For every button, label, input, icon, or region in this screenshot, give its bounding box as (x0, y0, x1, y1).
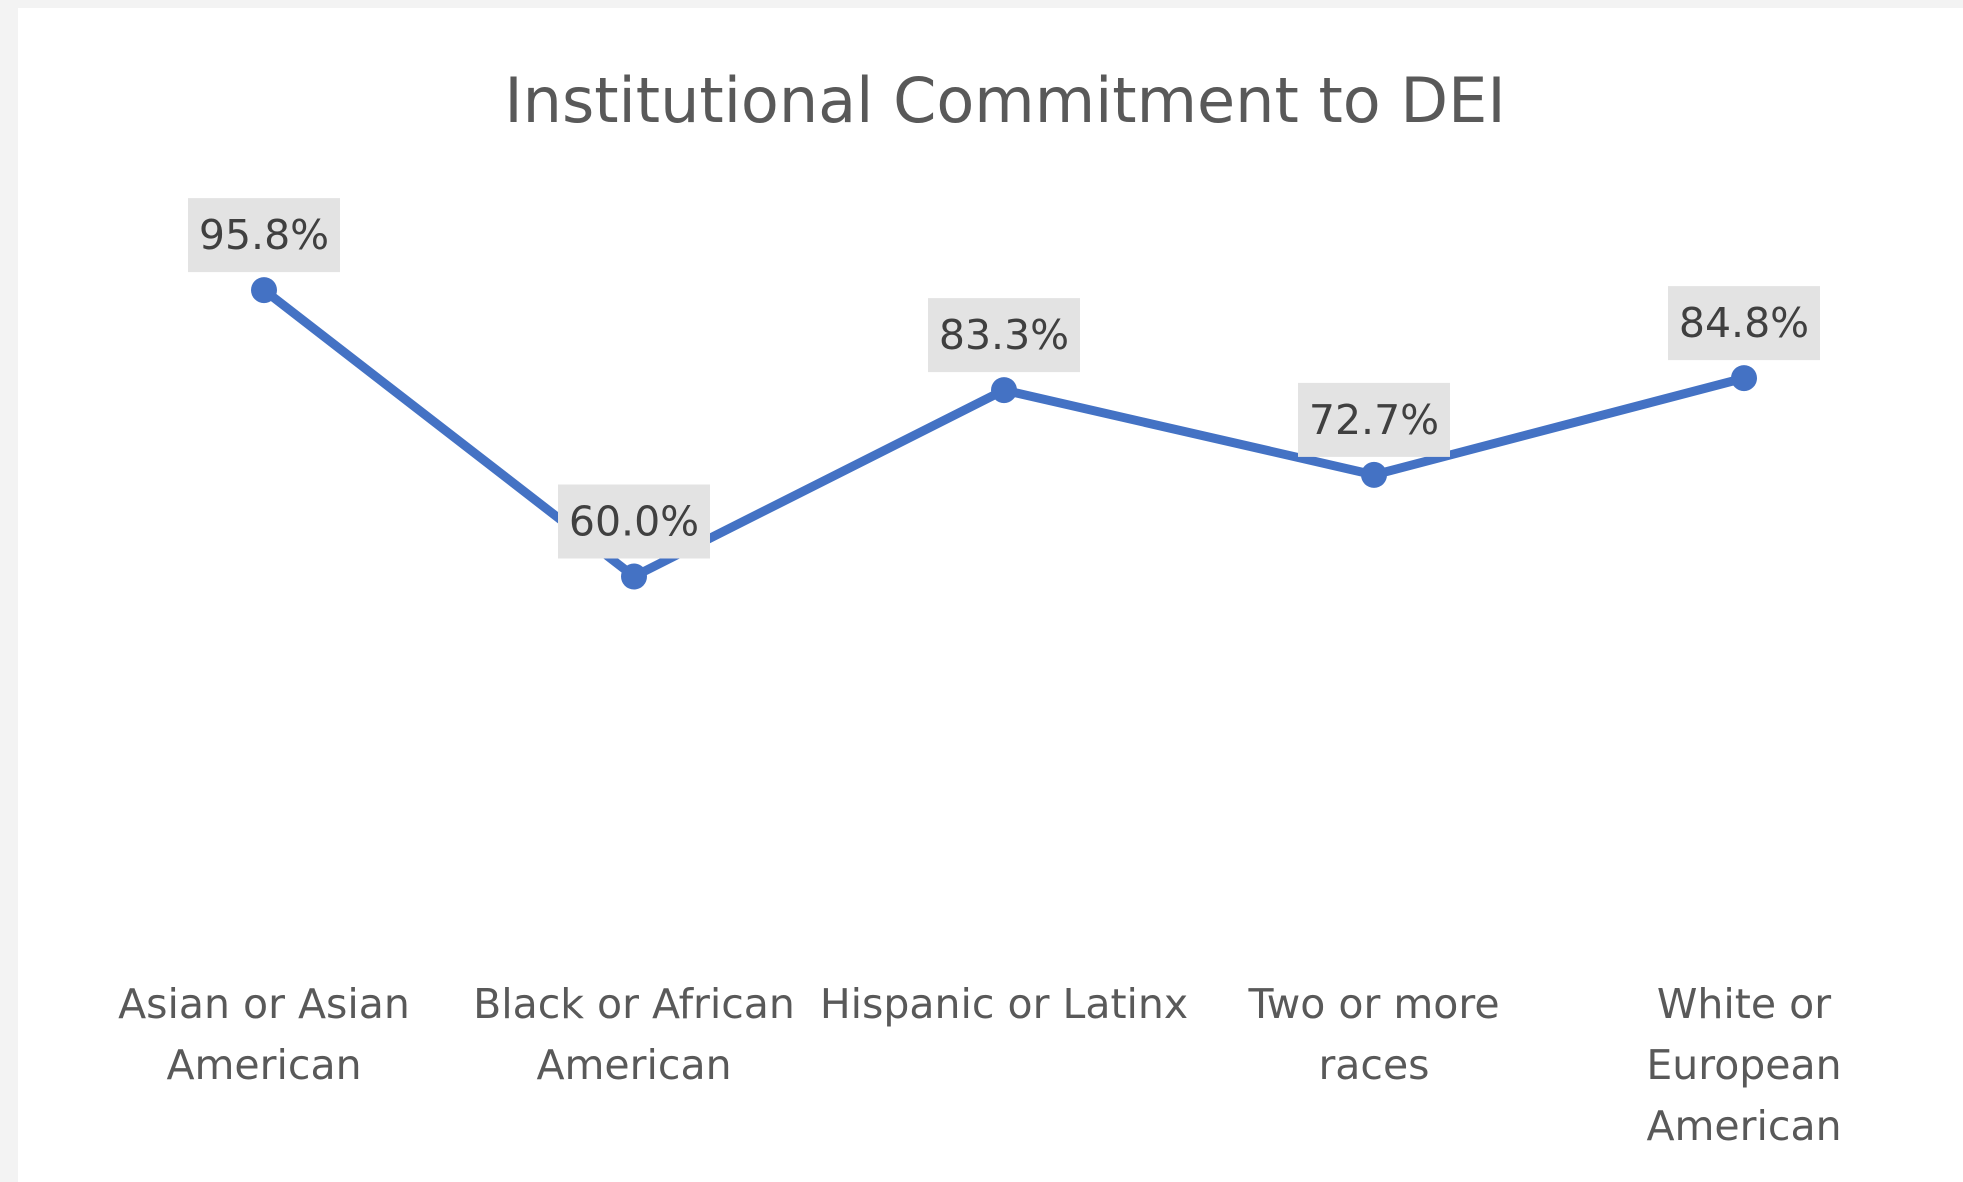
category-label-line: Asian or Asian (118, 980, 410, 1028)
category-label-line: American (1646, 1102, 1841, 1150)
data-label: 95.8% (188, 198, 340, 273)
category-label-line: Black or African (473, 980, 795, 1028)
category-label-line: Hispanic or Latinx (820, 980, 1188, 1028)
category-label: Two or more races (1247, 980, 1499, 1089)
category-label-line: American (536, 1041, 731, 1089)
data-labels-layer: 95.8% 60.0% 83.3% 72.7% 84.8% (188, 198, 1820, 559)
data-point[interactable] (621, 563, 647, 590)
category-axis-labels: Asian or Asian American Black or African Am… (118, 980, 1842, 1150)
category-label-line: White or (1657, 980, 1831, 1028)
category-label: Black or African American (473, 980, 795, 1089)
data-label-text: 60.0% (569, 498, 699, 546)
category-label: White or European American (1646, 980, 1841, 1150)
category-label-line: races (1318, 1041, 1429, 1089)
data-label: 60.0% (558, 484, 710, 559)
data-label: 72.7% (1298, 382, 1450, 457)
data-label: 84.8% (1668, 286, 1820, 361)
series-layer (251, 277, 1757, 590)
data-point[interactable] (991, 377, 1017, 404)
data-label-text: 84.8% (1679, 299, 1809, 347)
data-label-box (1668, 286, 1820, 361)
data-label-box (558, 484, 710, 559)
chart-area (18, 8, 1963, 1182)
category-label: Asian or Asian American (118, 980, 410, 1089)
data-label-text: 83.3% (939, 311, 1069, 359)
data-label-text: 95.8% (199, 211, 329, 259)
category-label-line: Two or more (1247, 980, 1499, 1028)
data-label-text: 72.7% (1309, 396, 1439, 444)
data-point[interactable] (1731, 365, 1757, 392)
category-label-line: American (166, 1041, 361, 1089)
data-label-box (928, 298, 1080, 373)
category-label: Hispanic or Latinx (820, 980, 1188, 1028)
data-point[interactable] (1361, 461, 1387, 488)
data-point[interactable] (251, 277, 277, 304)
category-label-line: European (1646, 1041, 1841, 1089)
data-label-box (188, 198, 340, 273)
data-label-box (1298, 382, 1450, 457)
chart-title: Institutional Commitment to DEI (504, 64, 1505, 137)
data-label: 83.3% (928, 298, 1080, 373)
